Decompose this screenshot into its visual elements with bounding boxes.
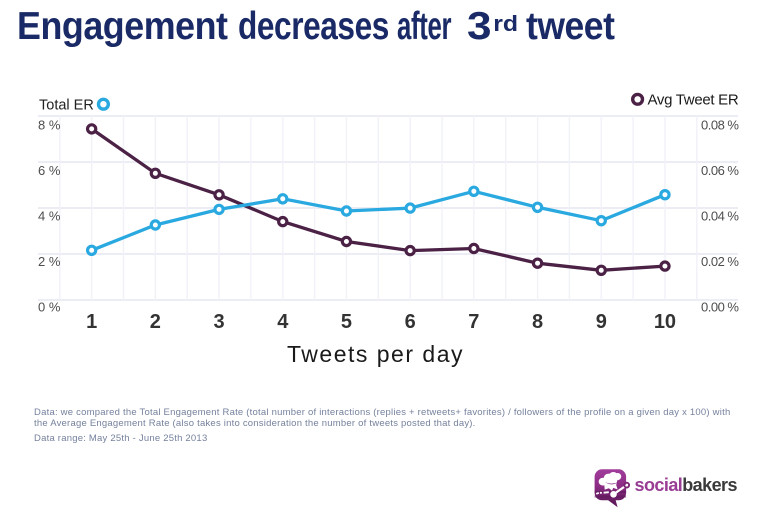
svg-text:8 %: 8 % xyxy=(38,118,61,133)
svg-text:Tweets per day: Tweets per day xyxy=(287,341,464,367)
svg-text:8: 8 xyxy=(532,311,543,333)
svg-text:Avg Tweet ER: Avg Tweet ER xyxy=(648,92,739,109)
svg-text:Total ER: Total ER xyxy=(39,97,94,113)
svg-text:7: 7 xyxy=(468,311,479,333)
svg-text:6 %: 6 % xyxy=(38,163,61,178)
svg-text:6: 6 xyxy=(405,311,416,333)
svg-text:3: 3 xyxy=(213,311,224,333)
svg-text:9: 9 xyxy=(596,311,607,333)
svg-text:4: 4 xyxy=(277,311,289,333)
svg-text:0.02 %: 0.02 % xyxy=(701,254,739,269)
svg-text:0 %: 0 % xyxy=(38,299,61,314)
svg-text:0.06 %: 0.06 % xyxy=(701,163,739,178)
svg-text:1: 1 xyxy=(86,311,97,333)
svg-text:0.00 %: 0.00 % xyxy=(701,299,739,314)
svg-text:4 %: 4 % xyxy=(38,209,61,224)
svg-text:0.04 %: 0.04 % xyxy=(701,209,739,224)
svg-text:5: 5 xyxy=(341,311,352,333)
svg-text:2: 2 xyxy=(150,311,161,333)
svg-text:0.08 %: 0.08 % xyxy=(701,118,739,133)
svg-text:socialbakers: socialbakers xyxy=(635,475,738,495)
svg-text:10: 10 xyxy=(654,311,676,333)
svg-text:2 %: 2 % xyxy=(38,254,61,269)
